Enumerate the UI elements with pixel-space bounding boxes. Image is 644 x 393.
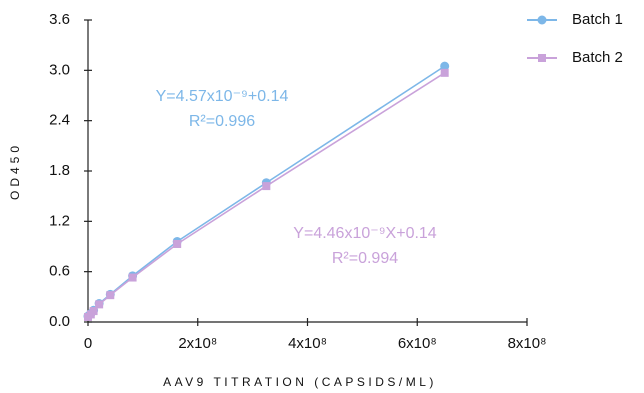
y-tick-label: 1.2 <box>49 212 70 229</box>
x-tick-label: 4x10⁸ <box>288 335 327 352</box>
annotation: R²=0.996 <box>189 113 255 130</box>
x-tick-label: 8x10⁸ <box>508 335 547 352</box>
legend-marker <box>538 54 546 62</box>
data-point <box>128 273 137 282</box>
y-axis-label: OD450 <box>8 142 22 200</box>
legend-label: Batch 2 <box>572 49 623 66</box>
data-point <box>440 68 449 77</box>
y-tick-label: 1.8 <box>49 162 70 179</box>
legend-label: Batch 1 <box>572 11 623 28</box>
x-tick-label: 6x10⁸ <box>398 335 437 352</box>
y-tick-label: 3.0 <box>49 61 70 78</box>
x-tick-label: 0 <box>84 335 92 352</box>
data-point <box>173 239 182 248</box>
y-tick-label: 2.4 <box>49 112 70 129</box>
y-tick-label: 3.6 <box>49 11 70 28</box>
legend-marker <box>537 15 547 25</box>
y-tick-label: 0.6 <box>49 263 70 280</box>
annotation: R²=0.994 <box>332 250 398 267</box>
data-point <box>89 307 98 316</box>
data-point <box>440 61 450 71</box>
annotation: Y=4.46x10⁻⁹X+0.14 <box>293 225 437 242</box>
x-axis-label: AAV9 TITRATION (CAPSIDS/ML) <box>163 375 437 389</box>
data-point <box>95 300 104 309</box>
data-point <box>262 182 271 191</box>
series-line <box>87 72 446 318</box>
annotation: Y=4.57x10⁻⁹+0.14 <box>156 88 289 105</box>
x-tick-label: 2x10⁸ <box>178 335 217 352</box>
data-point <box>106 291 115 300</box>
y-tick-label: 0.0 <box>49 313 70 330</box>
